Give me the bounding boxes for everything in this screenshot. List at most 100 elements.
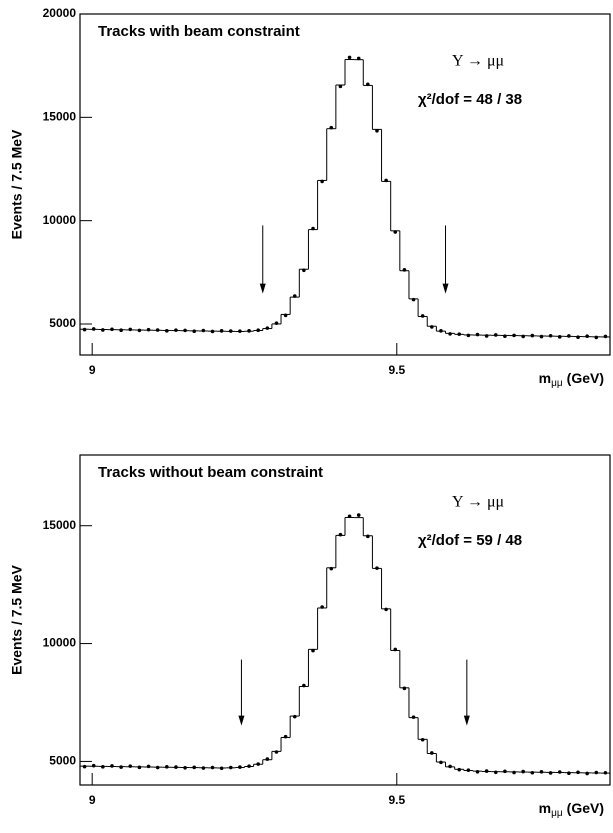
arrow-head bbox=[259, 283, 266, 294]
data-point bbox=[539, 334, 544, 339]
panel-title: Tracks without beam constraint bbox=[98, 464, 323, 481]
data-point bbox=[110, 764, 114, 768]
x-label-sub: μμ bbox=[551, 378, 563, 389]
data-point bbox=[585, 771, 589, 776]
data-point bbox=[91, 763, 96, 768]
annotation: Υ → μμ bbox=[452, 53, 504, 70]
data-point bbox=[567, 771, 571, 776]
data-point bbox=[329, 566, 334, 571]
data-point bbox=[393, 230, 398, 234]
data-point bbox=[548, 771, 553, 775]
data-point bbox=[128, 327, 133, 332]
data-point bbox=[320, 179, 324, 184]
annotation: Υ → μμ bbox=[452, 494, 504, 511]
data-point bbox=[411, 297, 416, 302]
data-point bbox=[512, 770, 516, 775]
data-point bbox=[530, 770, 535, 775]
data-point bbox=[530, 333, 535, 338]
data-point bbox=[256, 328, 260, 333]
data-point bbox=[512, 333, 516, 338]
data-point bbox=[137, 765, 142, 770]
data-point bbox=[338, 532, 343, 537]
data-point bbox=[402, 686, 407, 691]
data-point bbox=[603, 334, 608, 339]
data-point bbox=[155, 765, 160, 770]
data-point bbox=[448, 332, 452, 336]
data-point bbox=[174, 765, 178, 769]
data-point bbox=[329, 125, 334, 130]
y-tick-label: 15000 bbox=[43, 110, 77, 124]
data-point bbox=[393, 647, 398, 652]
data-point bbox=[493, 770, 498, 775]
data-point bbox=[128, 764, 133, 768]
data-point bbox=[567, 334, 571, 338]
data-point bbox=[320, 605, 324, 609]
y-tick-label: 10000 bbox=[43, 636, 77, 650]
y-tick-label: 10000 bbox=[43, 213, 77, 227]
data-point bbox=[292, 714, 297, 719]
data-point bbox=[283, 313, 288, 318]
plot-frame bbox=[79, 13, 611, 356]
data-point bbox=[366, 534, 370, 539]
x-axis-label: mμμ (GeV) bbox=[539, 800, 604, 819]
data-point bbox=[338, 84, 343, 89]
data-point bbox=[539, 770, 544, 774]
arrow-head bbox=[238, 715, 245, 726]
data-point bbox=[347, 514, 352, 519]
data-point bbox=[420, 737, 425, 742]
data-point bbox=[183, 765, 187, 770]
y-axis-label: Events / 7.5 MeV bbox=[9, 129, 25, 239]
data-point bbox=[265, 757, 270, 761]
data-point bbox=[119, 765, 123, 769]
data-point bbox=[101, 328, 105, 332]
fit-label: χ²/dof = 59 / 48 bbox=[418, 532, 522, 549]
data-point bbox=[137, 328, 142, 333]
data-point bbox=[503, 769, 507, 774]
data-point bbox=[603, 770, 608, 775]
panel-title: Tracks with beam constraint bbox=[98, 23, 300, 40]
data-point bbox=[256, 762, 260, 766]
data-point bbox=[146, 764, 151, 769]
data-point bbox=[183, 328, 187, 333]
data-point bbox=[146, 327, 151, 332]
data-point bbox=[366, 82, 370, 87]
data-point bbox=[594, 335, 599, 340]
data-point bbox=[356, 513, 361, 517]
data-point bbox=[430, 751, 434, 755]
data-point bbox=[101, 765, 105, 769]
data-point bbox=[420, 314, 425, 318]
data-point bbox=[448, 764, 452, 769]
y-tick-label: 15000 bbox=[43, 518, 77, 532]
data-point bbox=[548, 333, 553, 338]
x-label-unit: (GeV) bbox=[567, 370, 604, 386]
arrow-head bbox=[442, 283, 449, 294]
data-point bbox=[576, 770, 580, 775]
y-tick-label: 5000 bbox=[49, 316, 76, 330]
arrow-head bbox=[463, 715, 470, 726]
data-point bbox=[165, 329, 169, 333]
data-point bbox=[210, 765, 215, 770]
data-point bbox=[457, 332, 462, 336]
x-label-unit: (GeV) bbox=[567, 800, 604, 816]
data-point bbox=[375, 566, 379, 570]
data-point bbox=[375, 128, 379, 133]
data-point bbox=[475, 332, 480, 337]
data-point bbox=[484, 769, 489, 773]
y-tick-label: 20000 bbox=[43, 6, 77, 20]
data-point bbox=[228, 765, 233, 770]
data-point bbox=[110, 327, 114, 332]
data-point bbox=[82, 764, 87, 769]
data-point bbox=[384, 607, 388, 612]
data-point bbox=[91, 327, 96, 331]
data-point bbox=[457, 767, 462, 772]
x-tick-label: 9 bbox=[89, 793, 96, 807]
x-label-main: m bbox=[539, 800, 551, 816]
data-point bbox=[274, 750, 279, 754]
data-point bbox=[557, 770, 562, 774]
data-point bbox=[283, 734, 288, 739]
data-point bbox=[493, 333, 498, 337]
data-point bbox=[503, 334, 507, 338]
data-point bbox=[174, 328, 178, 332]
